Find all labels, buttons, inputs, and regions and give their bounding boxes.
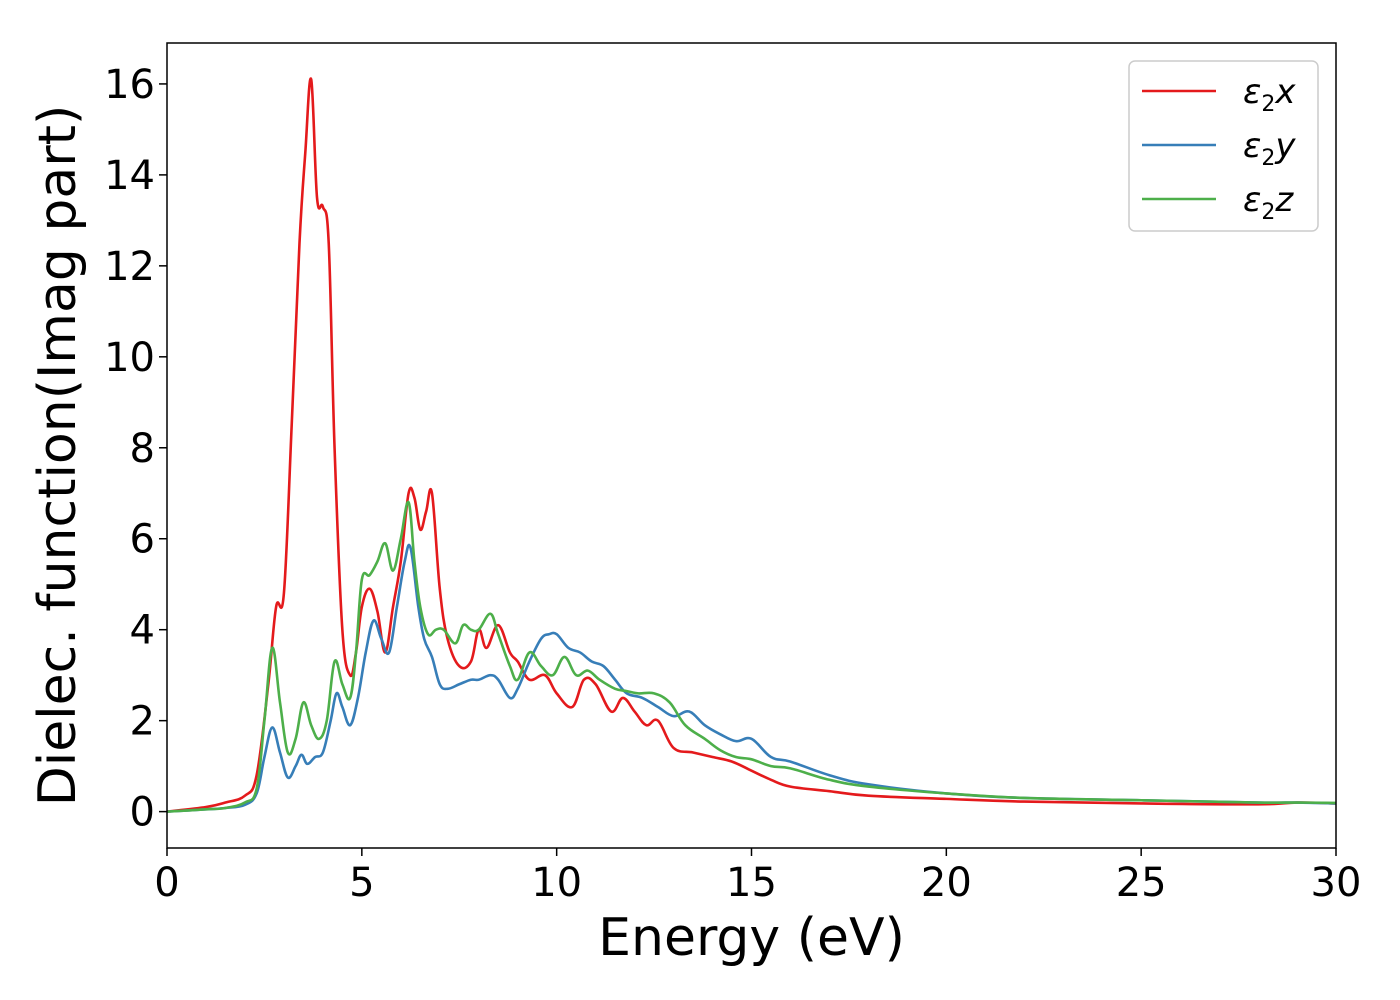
legend-label-z: ε2z bbox=[1243, 180, 1294, 225]
y-tick-label: 8 bbox=[130, 426, 155, 472]
y-tick-label: 12 bbox=[104, 244, 155, 290]
legend-label-x: ε2x bbox=[1243, 72, 1296, 117]
x-tick-label: 20 bbox=[921, 860, 972, 906]
series-line-y bbox=[166, 543, 1337, 813]
x-tick-label: 5 bbox=[349, 860, 374, 906]
y-axis-label: Dielec. function(Imag part) bbox=[28, 105, 88, 807]
x-tick-label: 15 bbox=[726, 860, 777, 906]
legend: ε2x ε2y ε2z bbox=[1128, 60, 1319, 232]
legend-items: ε2x ε2y ε2z bbox=[1142, 72, 1296, 225]
x-axis-label: Energy (eV) bbox=[598, 908, 905, 968]
x-axis-ticks: 0 5 10 15 20 25 30 bbox=[154, 848, 1361, 906]
y-axis-ticks: 0 2 4 6 8 10 12 14 16 bbox=[104, 62, 167, 836]
y-tick-label: 14 bbox=[104, 153, 155, 199]
y-tick-label: 10 bbox=[104, 335, 155, 381]
y-tick-label: 2 bbox=[130, 699, 155, 745]
x-tick-label: 10 bbox=[531, 860, 582, 906]
y-tick-label: 6 bbox=[130, 517, 155, 563]
y-tick-label: 4 bbox=[130, 608, 155, 654]
legend-box bbox=[1128, 60, 1319, 232]
series-layer bbox=[166, 77, 1337, 813]
series-line-x bbox=[166, 77, 1337, 813]
y-tick-label: 0 bbox=[130, 790, 155, 836]
y-tick-label: 16 bbox=[104, 62, 155, 108]
x-tick-label: 30 bbox=[1311, 860, 1362, 906]
series-line-z bbox=[166, 500, 1337, 813]
x-tick-label: 0 bbox=[154, 860, 179, 906]
legend-label-y: ε2y bbox=[1243, 126, 1296, 171]
x-tick-label: 25 bbox=[1116, 860, 1167, 906]
